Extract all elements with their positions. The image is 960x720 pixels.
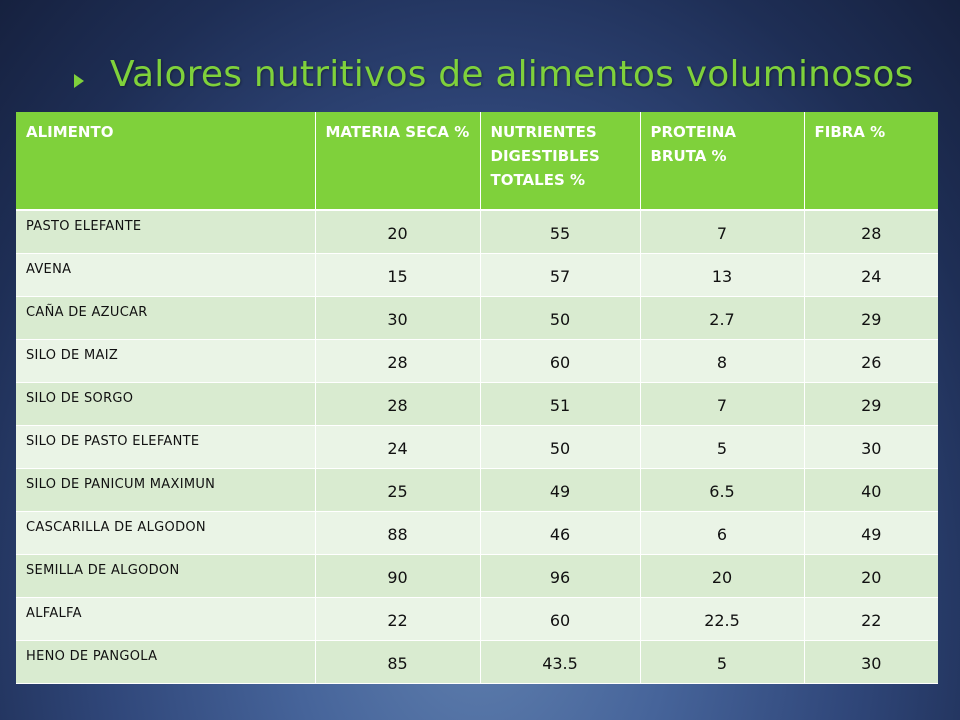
cell-alimento: AVENA: [16, 253, 316, 297]
cell-materia-seca: 28: [315, 382, 481, 426]
cell-fibra: 49: [804, 511, 938, 555]
cell-proteina-bruta: 5: [640, 425, 805, 469]
header-nutrientes-digestibles: NUTRIENTES DIGESTIBLES TOTALES %: [480, 112, 641, 211]
cell-nutrientes-digestibles: 55: [480, 210, 641, 254]
cell-alimento: SILO DE MAIZ: [16, 339, 316, 383]
cell-nutrientes-digestibles: 46: [480, 511, 641, 555]
title-area: Valores nutritivos de alimentos volumino…: [74, 52, 952, 112]
cell-materia-seca: 88: [315, 511, 481, 555]
table-row: AVENA 15 57 13 24: [16, 253, 938, 297]
title-arrow-icon: [74, 74, 84, 88]
cell-alimento: SILO DE SORGO: [16, 382, 316, 426]
cell-fibra: 26: [804, 339, 938, 383]
cell-materia-seca: 30: [315, 296, 481, 340]
cell-nutrientes-digestibles: 60: [480, 339, 641, 383]
cell-materia-seca: 85: [315, 640, 481, 684]
nutrition-table: ALIMENTO MATERIA SECA % NUTRIENTES DIGES…: [16, 112, 938, 684]
cell-fibra: 29: [804, 382, 938, 426]
cell-materia-seca: 20: [315, 210, 481, 254]
cell-alimento: HENO DE PANGOLA: [16, 640, 316, 684]
cell-materia-seca: 22: [315, 597, 481, 641]
cell-materia-seca: 25: [315, 468, 481, 512]
cell-alimento: CAÑA DE AZUCAR: [16, 296, 316, 340]
table-row: PASTO ELEFANTE 20 55 7 28: [16, 210, 938, 254]
cell-proteina-bruta: 6: [640, 511, 805, 555]
cell-nutrientes-digestibles: 50: [480, 425, 641, 469]
cell-alimento: CASCARILLA DE ALGODON: [16, 511, 316, 555]
cell-proteina-bruta: 2.7: [640, 296, 805, 340]
cell-nutrientes-digestibles: 96: [480, 554, 641, 598]
cell-proteina-bruta: 22.5: [640, 597, 805, 641]
table-row: CASCARILLA DE ALGODON 88 46 6 49: [16, 511, 938, 555]
table-row: CAÑA DE AZUCAR 30 50 2.7 29: [16, 296, 938, 340]
table-row: ALFALFA 22 60 22.5 22: [16, 597, 938, 641]
header-alimento: ALIMENTO: [16, 112, 316, 211]
table-row: SILO DE MAIZ 28 60 8 26: [16, 339, 938, 383]
table-row: SILO DE PASTO ELEFANTE 24 50 5 30: [16, 425, 938, 469]
header-proteina-bruta: PROTEINA BRUTA %: [640, 112, 805, 211]
cell-proteina-bruta: 13: [640, 253, 805, 297]
table-body: PASTO ELEFANTE 20 55 7 28 AVENA 15 57 13 24 CAÑA D…: [16, 210, 938, 684]
cell-alimento: SEMILLA DE ALGODON: [16, 554, 316, 598]
cell-materia-seca: 28: [315, 339, 481, 383]
cell-fibra: 40: [804, 468, 938, 512]
cell-alimento: ALFALFA: [16, 597, 316, 641]
table-row: HENO DE PANGOLA 85 43.5 5 30: [16, 640, 938, 684]
cell-alimento: SILO DE PANICUM MAXIMUN: [16, 468, 316, 512]
cell-proteina-bruta: 8: [640, 339, 805, 383]
cell-proteina-bruta: 20: [640, 554, 805, 598]
cell-nutrientes-digestibles: 51: [480, 382, 641, 426]
cell-fibra: 28: [804, 210, 938, 254]
header-row: ALIMENTO MATERIA SECA % NUTRIENTES DIGES…: [16, 112, 938, 211]
cell-materia-seca: 15: [315, 253, 481, 297]
cell-fibra: 20: [804, 554, 938, 598]
table-row: SILO DE SORGO 28 51 7 29: [16, 382, 938, 426]
cell-fibra: 24: [804, 253, 938, 297]
cell-materia-seca: 90: [315, 554, 481, 598]
cell-nutrientes-digestibles: 49: [480, 468, 641, 512]
cell-materia-seca: 24: [315, 425, 481, 469]
cell-fibra: 29: [804, 296, 938, 340]
cell-proteina-bruta: 7: [640, 382, 805, 426]
cell-proteina-bruta: 5: [640, 640, 805, 684]
cell-nutrientes-digestibles: 57: [480, 253, 641, 297]
header-materia-seca: MATERIA SECA %: [315, 112, 481, 211]
slide-title: Valores nutritivos de alimentos volumino…: [110, 54, 914, 95]
cell-nutrientes-digestibles: 50: [480, 296, 641, 340]
cell-alimento: PASTO ELEFANTE: [16, 210, 316, 254]
cell-proteina-bruta: 6.5: [640, 468, 805, 512]
cell-proteina-bruta: 7: [640, 210, 805, 254]
cell-alimento: SILO DE PASTO ELEFANTE: [16, 425, 316, 469]
cell-nutrientes-digestibles: 60: [480, 597, 641, 641]
header-fibra: FIBRA %: [804, 112, 938, 211]
cell-fibra: 22: [804, 597, 938, 641]
cell-fibra: 30: [804, 640, 938, 684]
cell-nutrientes-digestibles: 43.5: [480, 640, 641, 684]
table-row: SILO DE PANICUM MAXIMUN 25 49 6.5 40: [16, 468, 938, 512]
cell-fibra: 30: [804, 425, 938, 469]
table-row: SEMILLA DE ALGODON 90 96 20 20: [16, 554, 938, 598]
